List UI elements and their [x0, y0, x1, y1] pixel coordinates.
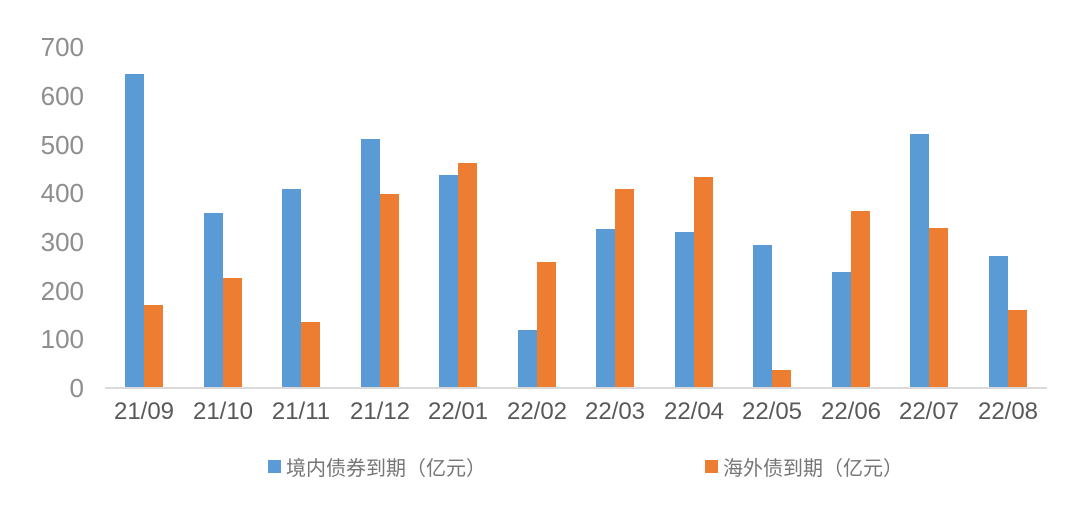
x-tick-label: 21/11	[271, 398, 331, 425]
bar-overseas-21/12	[380, 194, 399, 388]
bar-domestic-22/06	[832, 272, 851, 388]
x-tick-label: 21/09	[113, 398, 175, 425]
y-tick-label: 200	[40, 275, 84, 306]
bar-overseas-22/08	[1008, 310, 1027, 388]
legend-item-domestic: 境内债券到期（亿元）	[268, 455, 486, 480]
bar-domestic-22/05	[753, 245, 772, 388]
bar-overseas-22/07	[929, 228, 948, 388]
bar-domestic-22/04	[675, 232, 694, 388]
legend-item-overseas: 海外债到期（亿元）	[705, 455, 903, 480]
bar-domestic-22/01	[439, 175, 458, 388]
x-tick-label: 21/10	[192, 398, 254, 425]
legend-label: 海外债到期（亿元）	[723, 457, 903, 480]
y-tick-label: 400	[40, 178, 84, 209]
bar-domestic-21/09	[125, 74, 144, 388]
bar-overseas-21/11	[301, 322, 320, 388]
bar-domestic-22/07	[910, 134, 929, 388]
bar-overseas-21/09	[144, 305, 163, 388]
bar-domestic-22/03	[596, 229, 615, 388]
x-tick-label: 22/01	[427, 398, 489, 425]
bar-domestic-22/08	[989, 256, 1008, 388]
y-tick-label: 300	[40, 226, 84, 257]
y-tick-label: 500	[40, 129, 84, 160]
bar-overseas-22/04	[694, 177, 713, 388]
y-tick-label: 700	[40, 32, 84, 63]
legend-label: 境内债券到期（亿元）	[286, 457, 486, 480]
bar-domestic-21/10	[204, 213, 223, 388]
x-tick-label: 22/05	[741, 398, 803, 425]
x-tick-label: 22/04	[663, 398, 725, 425]
x-axis-line	[105, 387, 1047, 389]
bar-domestic-21/12	[361, 139, 380, 388]
bar-overseas-22/03	[615, 189, 634, 388]
bar-overseas-22/06	[851, 211, 870, 388]
bar-overseas-21/10	[223, 278, 242, 388]
bar-overseas-22/02	[537, 262, 556, 388]
bar-overseas-22/05	[772, 370, 791, 388]
legend-swatch-icon	[268, 459, 281, 473]
x-tick-label: 22/06	[820, 398, 882, 425]
x-tick-label: 22/03	[584, 398, 646, 425]
y-tick-label: 100	[40, 324, 84, 355]
x-tick-label: 22/02	[506, 398, 568, 425]
x-tick-label: 22/07	[898, 398, 960, 425]
x-tick-label: 21/12	[349, 398, 411, 425]
bar-overseas-22/01	[458, 163, 477, 388]
y-tick-label: 0	[69, 373, 84, 403]
legend-swatch-icon	[705, 459, 718, 473]
y-tick-label: 600	[40, 80, 84, 111]
x-tick-label: 22/08	[977, 398, 1039, 425]
bar-domestic-21/11	[282, 189, 301, 388]
bar-domestic-22/02	[518, 330, 537, 388]
